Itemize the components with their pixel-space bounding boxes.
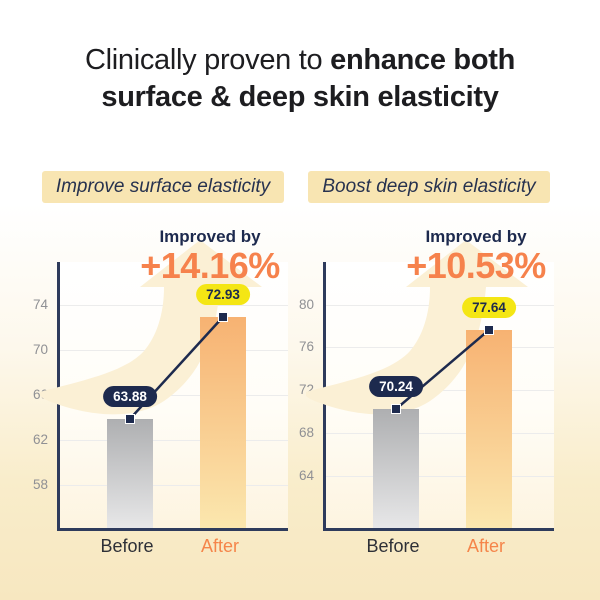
trend-line [129,316,224,420]
gridline [326,432,554,434]
chart-title-text: Improve surface elasticity [55,176,271,197]
growth-arrow-watermark-icon [40,240,262,415]
improvement-percent: +10.53% [406,245,546,286]
y-tick-label: 62 [32,432,48,448]
x-label-before: Before [366,536,420,556]
title-line2-text: surface & deep skin elasticity [101,81,499,113]
bar-after [466,329,512,528]
page-title: Clinically proven to enhance both surface… [0,42,600,116]
y-tick-label: 76 [298,339,314,355]
title-bold-text: enhance both [330,44,516,76]
improvement-callout: Improved by +14.16% [103,227,317,285]
y-tick-label: 80 [298,296,314,312]
value-pill-after: 72.93 [196,283,250,305]
plot-area: 63.88 72.93 7470666258 [33,262,288,531]
x-label-after: After [466,536,506,556]
gridline [60,440,288,442]
value-pill-after: 77.64 [462,296,516,318]
x-label-before: Before [100,536,154,556]
data-point-marker [218,311,228,322]
y-tick-label: 68 [298,424,314,440]
x-label-after: After [200,536,240,556]
bar-after [200,316,246,528]
improvement-percent: +14.16% [140,245,280,286]
improved-by-label: Improved by [159,227,261,246]
plot-area: 70.24 77.64 80 76 72 68 64 [299,262,554,531]
chart: Boost deep skin elasticity Improved by +… [299,165,556,565]
y-tick-label: 64 [298,467,314,483]
chart-title-badge: Boost deep skin elasticity [308,171,550,203]
gridline [60,395,288,396]
improved-by-label: Improved by [425,227,527,246]
y-tick-label: 58 [32,477,48,493]
chart-title-badge: Improve surface elasticity [42,171,284,203]
growth-arrow-watermark-icon [306,240,528,415]
value-pill-before: 70.24 [369,375,423,397]
bar-before [107,418,153,528]
y-tick-label: 74 [32,296,48,312]
data-point-marker [484,324,494,335]
value-pill-before: 63.88 [103,385,157,407]
bar-before [373,408,419,528]
gridline [60,485,288,487]
chart-title-text: Boost deep skin elasticity [322,176,536,197]
gridline [326,475,554,477]
y-tick-label: 70 [32,341,48,357]
title-regular-text: Clinically proven to [84,44,331,76]
improvement-callout: Improved by +10.53% [369,227,583,285]
trend-line [395,328,490,410]
data-point-marker [391,403,401,414]
chart: Improve surface elasticity Improved by +… [33,165,290,565]
data-point-marker [125,413,135,424]
